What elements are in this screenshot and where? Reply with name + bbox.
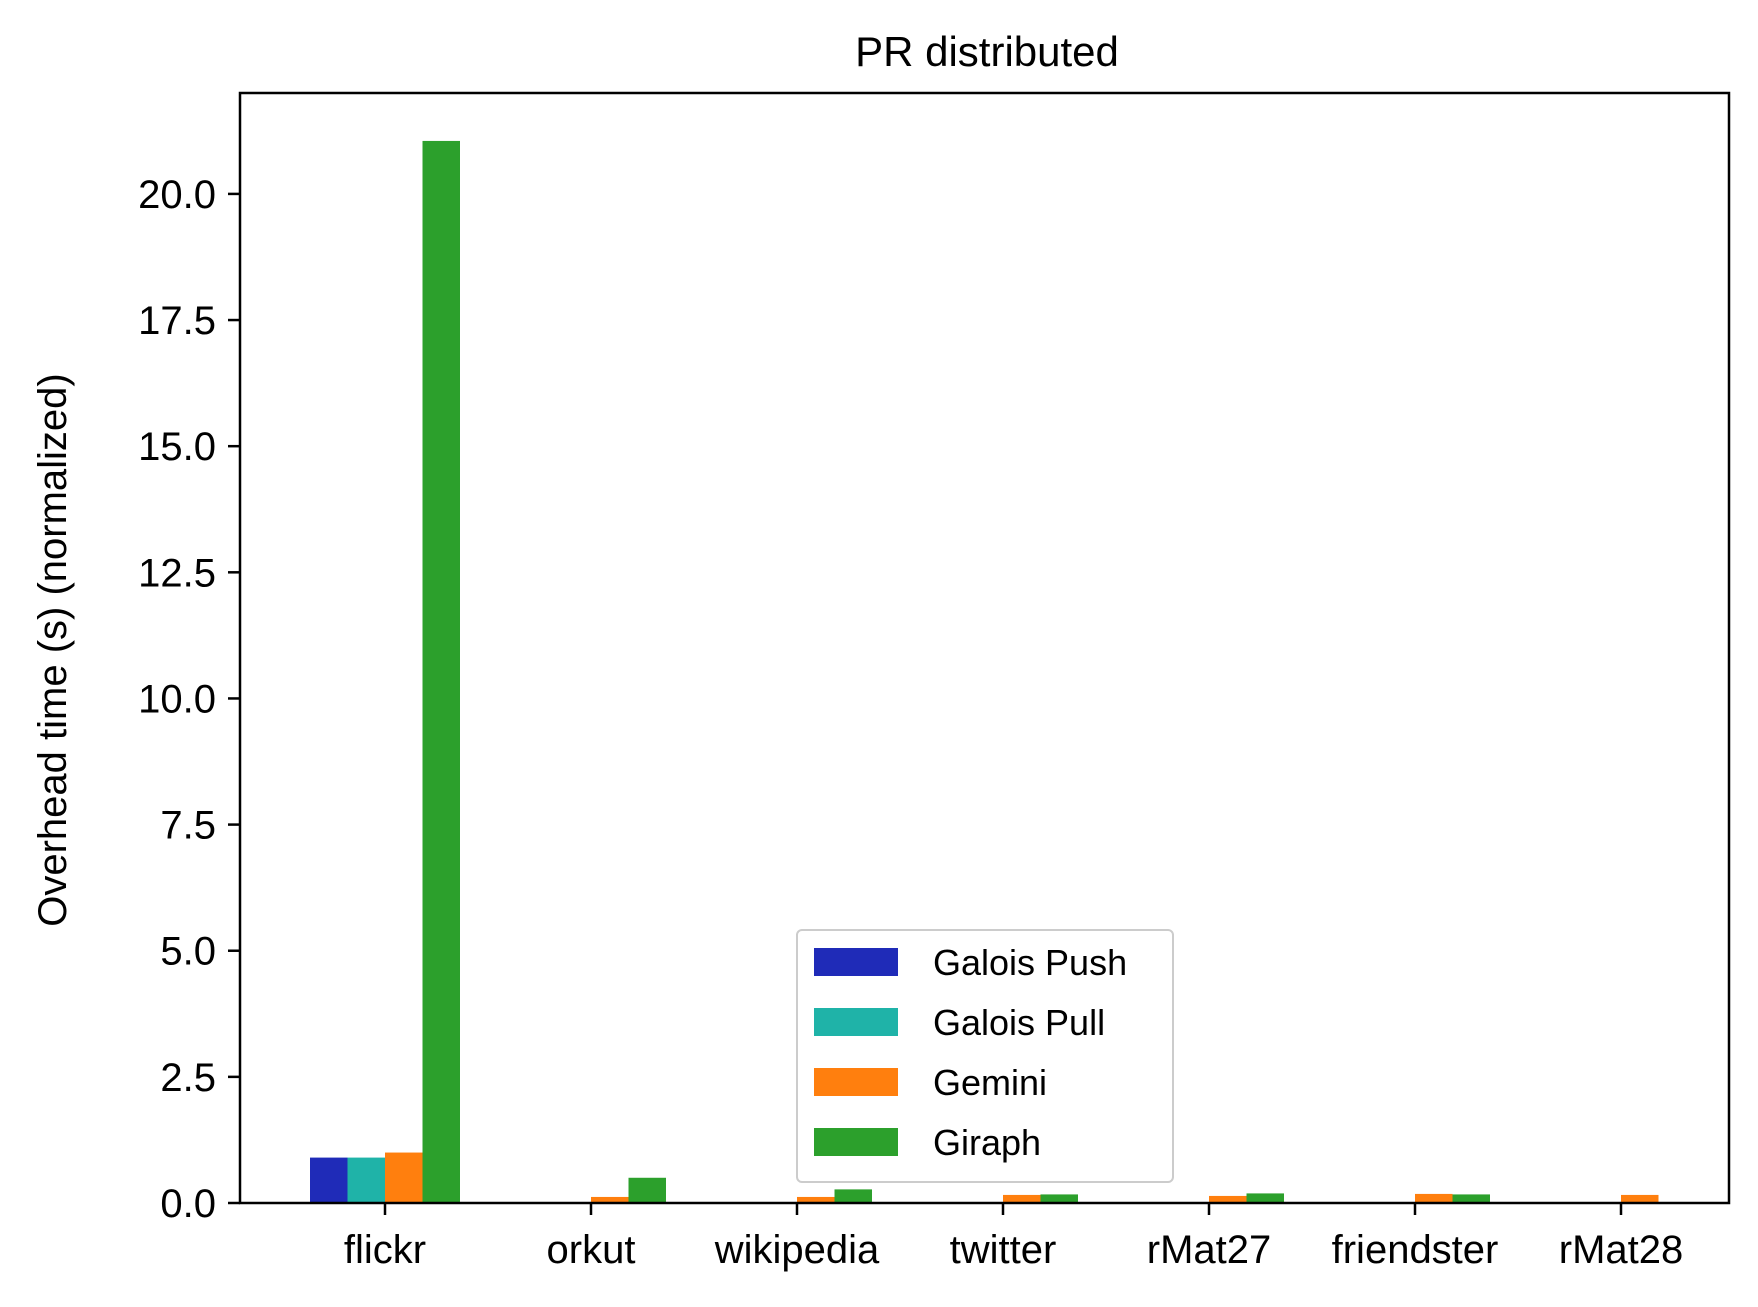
- legend: Galois Push Galois Pull Gemini Giraph: [796, 929, 1174, 1183]
- legend-label-galois-push: Galois Push: [933, 942, 1127, 983]
- y-tick-label: 2.5: [160, 1056, 216, 1100]
- legend-swatch-gemini: [814, 1068, 898, 1096]
- y-tick-label: 7.5: [160, 804, 216, 848]
- legend-label-giraph: Giraph: [933, 1122, 1041, 1163]
- y-tick-label: 17.5: [138, 299, 216, 343]
- bar-gemini-orkut: [591, 1196, 629, 1203]
- x-tick-label-friendster: friendster: [1332, 1228, 1499, 1272]
- bar-giraph-wikipedia: [834, 1189, 872, 1203]
- legend-swatch-galois-push: [814, 948, 898, 976]
- bar-gemini-flickr: [385, 1152, 423, 1203]
- legend-label-galois-pull: Galois Pull: [933, 1002, 1105, 1043]
- bars-group: [310, 140, 1659, 1204]
- chart-title: PR distributed: [855, 28, 1119, 75]
- y-tick-label: 15.0: [138, 425, 216, 469]
- bar-giraph-friendster: [1452, 1194, 1490, 1203]
- bar-gemini-rmat27: [1209, 1195, 1247, 1203]
- y-tick-label: 10.0: [138, 677, 216, 721]
- bar-giraph-orkut: [628, 1177, 666, 1203]
- legend-label-gemini: Gemini: [933, 1062, 1047, 1103]
- bar-gemini-rmat28: [1621, 1194, 1659, 1203]
- bar-galois-pull-flickr: [347, 1157, 385, 1203]
- x-tick-label-twitter: twitter: [950, 1228, 1057, 1272]
- plot-frame: [238, 91, 1731, 1205]
- y-tick-label: 5.0: [160, 930, 216, 974]
- x-tick-label-orkut: orkut: [547, 1228, 636, 1272]
- y-tick-label: 20.0: [138, 173, 216, 217]
- x-tick-label-wikipedia: wikipedia: [714, 1228, 880, 1272]
- y-ticks-group: 0.0 2.5 5.0 7.5 10.0 12.5 15.0 17.5 20.0: [138, 173, 240, 1226]
- x-ticks-group: flickr orkut wikipedia twitter rMat27 friends…: [344, 1203, 1683, 1272]
- y-tick-label: 12.5: [138, 551, 216, 595]
- x-tick-label-flickr: flickr: [344, 1228, 426, 1272]
- bar-giraph-twitter: [1040, 1194, 1078, 1203]
- bar-gemini-wikipedia: [797, 1196, 835, 1203]
- legend-swatch-giraph: [814, 1128, 898, 1156]
- y-tick-label: 0.0: [160, 1182, 216, 1226]
- y-axis-label: Overhead time (s) (normalized): [31, 373, 75, 927]
- legend-swatch-galois-pull: [814, 1008, 898, 1036]
- bar-galois-push-flickr: [310, 1157, 348, 1203]
- bar-gemini-twitter: [1003, 1194, 1041, 1203]
- x-tick-label-rmat27: rMat27: [1147, 1228, 1272, 1272]
- bar-giraph-rmat27: [1246, 1193, 1284, 1203]
- x-tick-label-rmat28: rMat28: [1559, 1228, 1684, 1272]
- bar-gemini-friendster: [1415, 1193, 1453, 1203]
- legend-box: [796, 929, 1174, 1183]
- bar-giraph-flickr: [422, 140, 460, 1204]
